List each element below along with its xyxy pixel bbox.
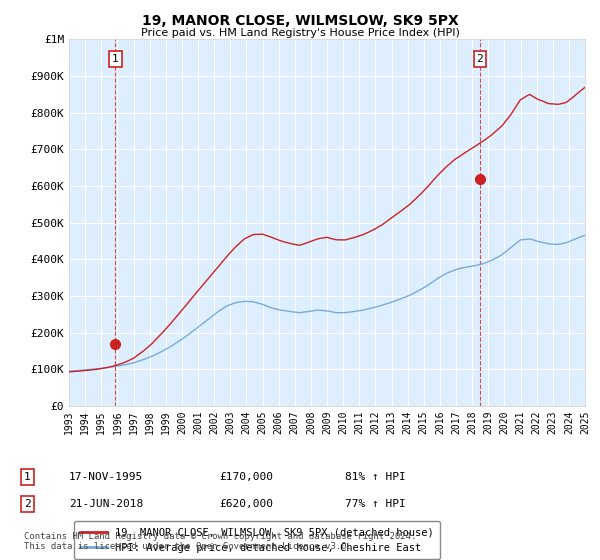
- Legend: 19, MANOR CLOSE, WILMSLOW, SK9 5PX (detached house), HPI: Average price, detache: 19, MANOR CLOSE, WILMSLOW, SK9 5PX (deta…: [74, 521, 440, 559]
- Text: 1: 1: [24, 472, 31, 482]
- Text: 19, MANOR CLOSE, WILMSLOW, SK9 5PX: 19, MANOR CLOSE, WILMSLOW, SK9 5PX: [142, 14, 458, 28]
- Text: £170,000: £170,000: [219, 472, 273, 482]
- Text: 21-JUN-2018: 21-JUN-2018: [69, 499, 143, 509]
- Text: 1: 1: [112, 54, 119, 64]
- Text: Contains HM Land Registry data © Crown copyright and database right 2024.
This d: Contains HM Land Registry data © Crown c…: [24, 532, 416, 552]
- Text: 77% ↑ HPI: 77% ↑ HPI: [345, 499, 406, 509]
- Text: £620,000: £620,000: [219, 499, 273, 509]
- Text: 81% ↑ HPI: 81% ↑ HPI: [345, 472, 406, 482]
- Text: 17-NOV-1995: 17-NOV-1995: [69, 472, 143, 482]
- Text: 2: 2: [476, 54, 483, 64]
- Text: 2: 2: [24, 499, 31, 509]
- Text: Price paid vs. HM Land Registry's House Price Index (HPI): Price paid vs. HM Land Registry's House …: [140, 28, 460, 38]
